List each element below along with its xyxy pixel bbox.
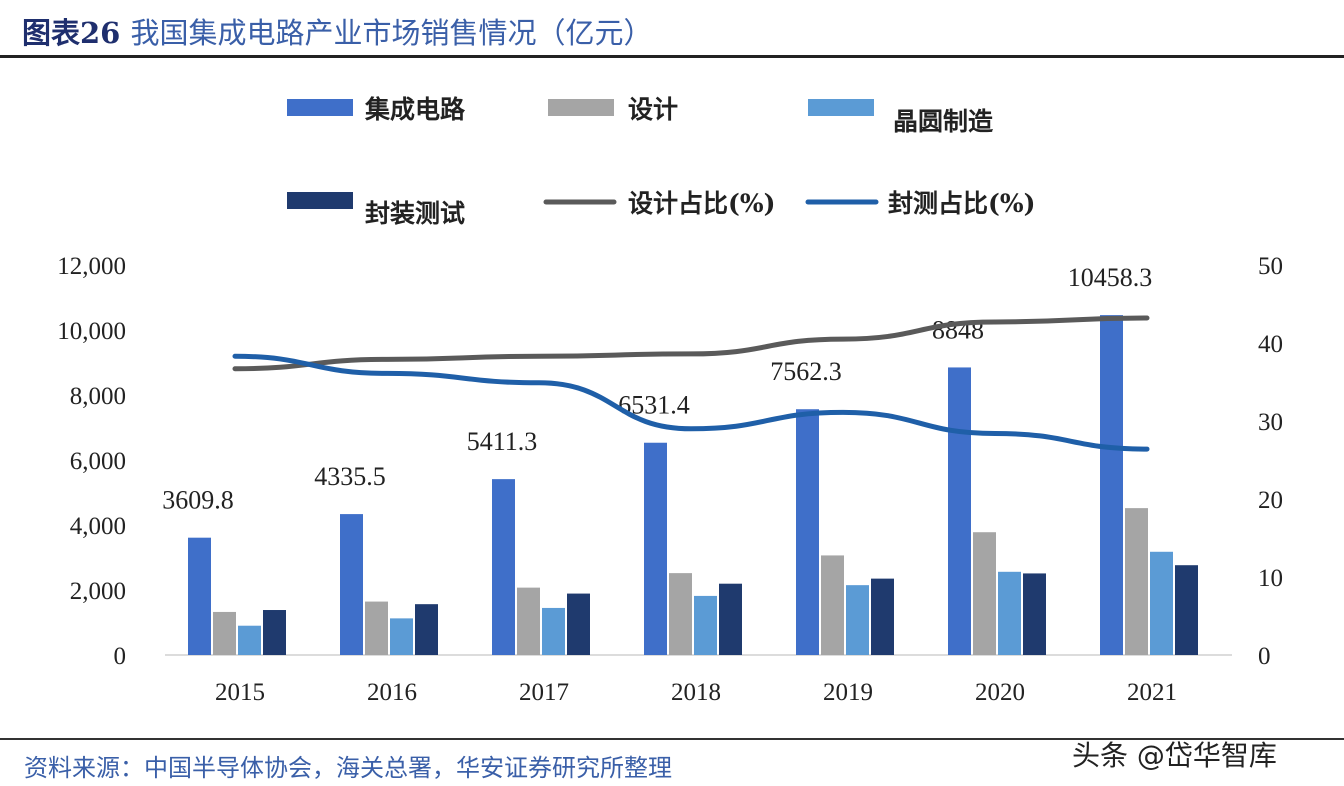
legend-label: 晶圆制造 [893,107,993,136]
left-axis-tick: 2,000 [70,578,126,605]
figure-title: 我国集成电路产业市场销售情况（亿元） [130,16,653,50]
right-axis-tick: 20 [1258,487,1283,514]
bar-1 [1100,315,1123,655]
bar-4 [1175,565,1198,655]
left-axis-tick: 4,000 [70,513,126,540]
data-label: 10458.3 [1068,263,1153,292]
chart-title: 图表26 我国集成电路产业市场销售情况（亿元） [22,10,652,52]
left-axis-tick: 0 [114,643,127,670]
line-series-1 [232,315,1150,372]
title-divider [0,55,1344,58]
legend-label: 设计占比(%) [628,189,775,218]
bar-3 [846,585,869,655]
bar-4 [415,604,438,655]
data-label: 5411.3 [467,427,538,456]
bar-1 [796,409,819,655]
left-axis-tick: 12,000 [57,253,126,280]
source-note: 资料来源：中国半导体协会，海关总署，华安证券研究所整理 [24,754,672,782]
bar-3 [694,595,717,655]
x-axis-tick: 2020 [975,679,1025,706]
bar-1 [492,479,515,655]
bar-1 [644,442,667,655]
right-axis-tick: 30 [1258,409,1283,436]
bar-3 [542,607,565,655]
bar-2 [365,601,388,655]
bar-2 [1125,508,1148,655]
data-label: 7562.3 [770,357,842,386]
bar-4 [567,593,590,655]
bar-2 [669,573,692,655]
left-axis-tick: 6,000 [70,448,126,475]
legend-label: 封测占比(%) [888,189,1035,218]
x-axis-tick: 2019 [823,679,873,706]
watermark: 头条 @岱华智库 [1072,739,1277,772]
x-axis-tick: 2018 [671,679,721,706]
bar-2 [973,532,996,655]
legend-label: 封装测试 [365,199,465,228]
bar-1 [948,367,971,655]
legend-swatch [548,99,614,116]
right-axis-tick: 10 [1258,565,1283,592]
x-axis-tick: 2017 [519,679,569,706]
left-axis-tick: 8,000 [70,383,126,410]
legend-label: 设计 [628,95,678,124]
bar-4 [263,610,286,655]
bar-3 [998,571,1021,655]
data-label: 4335.5 [314,462,386,491]
legend-swatch [287,99,353,116]
x-axis-tick: 2015 [215,679,265,706]
legend-swatch [808,99,874,116]
line-series-2 [232,353,1150,452]
bar-3 [390,618,413,655]
left-axis-tick: 10,000 [57,318,126,345]
bar-2 [821,555,844,655]
x-axis-tick: 2021 [1127,679,1177,706]
right-axis-tick: 40 [1258,331,1283,358]
data-label: 8848 [932,315,984,344]
bar-1 [188,537,211,655]
figure-number: 图表26 [22,16,121,50]
bar-2 [517,587,540,655]
bar-1 [340,514,363,655]
bar-3 [1150,551,1173,655]
bar-2 [213,611,236,655]
right-axis-tick: 0 [1258,643,1271,670]
bar-4 [871,578,894,655]
x-axis-tick: 2016 [367,679,417,706]
data-label: 3609.8 [162,486,234,515]
source-divider [0,738,1344,740]
bar-3 [238,625,261,655]
bar-4 [1023,573,1046,655]
legend-label: 集成电路 [364,95,466,124]
legend-swatch [287,192,353,209]
right-axis-tick: 50 [1258,253,1283,280]
bar-4 [719,583,742,655]
